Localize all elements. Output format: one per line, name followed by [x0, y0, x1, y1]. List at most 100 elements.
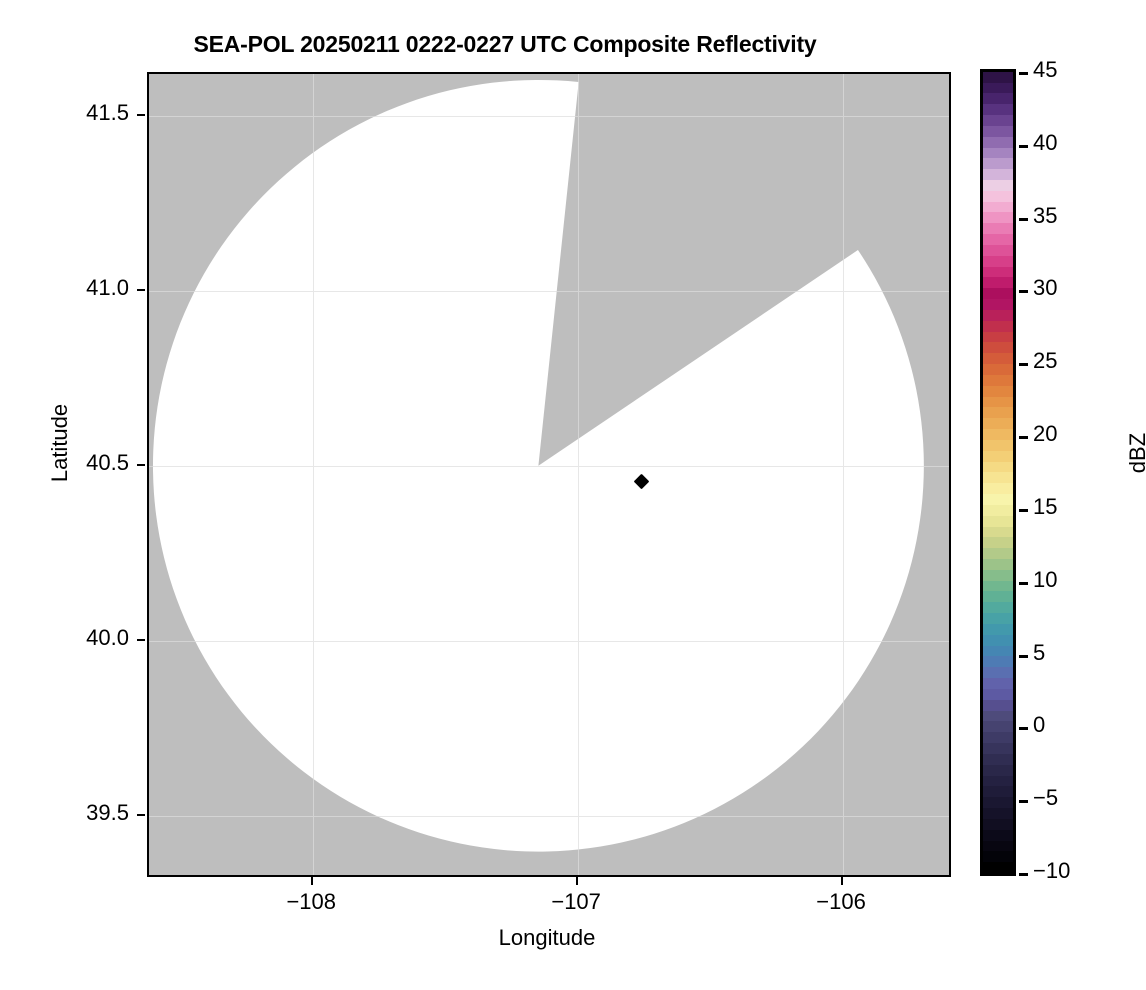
colorbar-band-65 — [983, 158, 1013, 170]
colorbar-band-23 — [983, 613, 1013, 624]
colorbar-band-73 — [983, 71, 1013, 83]
colorbar-tick-mark-0 — [1019, 873, 1028, 876]
colorbar-tick-mark-2 — [1019, 727, 1028, 730]
x-tick-label-1: −107 — [551, 889, 601, 914]
colorbar: −10 −5 0 5 10 15 20 25 30 35 40 45 — [980, 57, 1070, 883]
colorbar-band-30 — [983, 537, 1013, 549]
colorbar-band-46 — [983, 364, 1013, 375]
colorbar-band-62 — [983, 190, 1013, 202]
colorbar-tick-mark-5 — [1019, 509, 1028, 512]
colorbar-tick-mark-6 — [1019, 436, 1028, 439]
colorbar-band-61 — [983, 201, 1013, 213]
colorbar-band-52 — [983, 299, 1013, 310]
colorbar-band-6 — [983, 797, 1013, 809]
colorbar-band-71 — [983, 93, 1013, 105]
colorbar-tick-label-0: −10 — [1033, 858, 1071, 883]
gridline-lat-0 — [149, 816, 949, 817]
colorbar-tick-label-9: 35 — [1033, 202, 1058, 228]
colorbar-band-17 — [983, 678, 1013, 689]
x-tick-label-2: −106 — [816, 889, 866, 914]
colorbar-tick-label-1: −5 — [1033, 785, 1059, 811]
colorbar-band-64 — [983, 169, 1013, 180]
colorbar-band-24 — [983, 602, 1013, 614]
colorbar-band-42 — [983, 407, 1013, 419]
colorbar-band-40 — [983, 429, 1013, 440]
colorbar-band-21 — [983, 634, 1013, 646]
colorbar-band-25 — [983, 591, 1013, 603]
colorbar-band-67 — [983, 136, 1013, 148]
colorbar-band-33 — [983, 504, 1013, 516]
colorbar-band-35 — [983, 483, 1013, 495]
colorbar-tick-label-2: 0 — [1033, 712, 1046, 738]
plot-panel-inner — [149, 74, 949, 875]
colorbar-band-54 — [983, 277, 1013, 289]
colorbar-tick-mark-7 — [1019, 363, 1028, 366]
colorbar-band-72 — [983, 82, 1013, 94]
y-tick-mark-3 — [137, 289, 145, 291]
colorbar-band-34 — [983, 494, 1013, 505]
gridline-lat-4 — [149, 116, 949, 117]
gridline-lon-2 — [843, 74, 844, 875]
plot-panel — [147, 72, 951, 877]
gridline-lon-1 — [578, 74, 579, 875]
colorbar-band-70 — [983, 104, 1013, 116]
x-axis-label: Longitude — [498, 925, 596, 950]
colorbar-band-39 — [983, 439, 1013, 451]
y-tick-mark-4 — [137, 114, 145, 116]
colorbar-band-26 — [983, 580, 1013, 592]
colorbar-band-66 — [983, 147, 1013, 159]
x-tick-mark-1 — [576, 877, 578, 885]
colorbar-band-56 — [983, 255, 1013, 267]
x-tick-mark-2 — [841, 877, 843, 885]
colorbar-band-8 — [983, 775, 1013, 787]
y-tick-label-2: 40.5 — [86, 449, 129, 475]
colorbar-band-49 — [983, 331, 1013, 343]
colorbar-band-36 — [983, 472, 1013, 484]
colorbar-tick-label-3: 5 — [1033, 639, 1046, 665]
y-tick-label-4: 41.5 — [86, 99, 129, 125]
colorbar-tick-mark-11 — [1019, 72, 1028, 75]
colorbar-band-45 — [983, 374, 1013, 386]
colorbar-band-43 — [983, 396, 1013, 408]
colorbar-band-59 — [983, 223, 1013, 235]
colorbar-tick-mark-4 — [1019, 582, 1028, 585]
colorbar-band-20 — [983, 645, 1013, 657]
y-tick-label-0: 39.5 — [86, 799, 129, 825]
colorbar-band-41 — [983, 418, 1013, 430]
y-tick-label-3: 41.0 — [86, 274, 129, 300]
colorbar-band-13 — [983, 721, 1013, 733]
colorbar-band-10 — [983, 753, 1013, 765]
page-title: SEA-POL 20250211 0222-0227 UTC Composite… — [193, 31, 817, 57]
radar-coverage-area — [152, 79, 924, 852]
gridline-lat-1 — [149, 641, 949, 642]
colorbar-band-27 — [983, 569, 1013, 581]
colorbar-band-32 — [983, 515, 1013, 527]
x-tick-label-0: −108 — [286, 889, 337, 914]
colorbar-band-11 — [983, 743, 1013, 754]
colorbar-band-44 — [983, 385, 1013, 397]
gridline-lat-3 — [149, 291, 949, 292]
y-axis-label: Latitude — [47, 403, 72, 483]
colorbar-band-0 — [983, 862, 1013, 873]
gridline-lat-2 — [149, 466, 949, 467]
colorbar-tick-mark-8 — [1019, 290, 1028, 293]
colorbar-band-29 — [983, 548, 1013, 559]
colorbar-band-16 — [983, 688, 1013, 700]
colorbar-band-38 — [983, 450, 1013, 462]
colorbar-band-1 — [983, 851, 1013, 863]
colorbar-band-53 — [983, 288, 1013, 300]
colorbar-tick-mark-10 — [1019, 145, 1028, 148]
colorbar-band-5 — [983, 808, 1013, 819]
colorbar-tick-label-5: 15 — [1033, 493, 1058, 519]
colorbar-band-50 — [983, 320, 1013, 332]
colorbar-band-48 — [983, 342, 1013, 354]
x-tick-mark-0 — [311, 877, 313, 885]
colorbar-gradient — [983, 71, 1013, 873]
colorbar-band-19 — [983, 656, 1013, 668]
colorbar-band-9 — [983, 764, 1013, 776]
colorbar-band-12 — [983, 732, 1013, 744]
colorbar-band-14 — [983, 710, 1013, 722]
colorbar-tick-mark-9 — [1019, 218, 1028, 221]
colorbar-band-15 — [983, 699, 1013, 711]
